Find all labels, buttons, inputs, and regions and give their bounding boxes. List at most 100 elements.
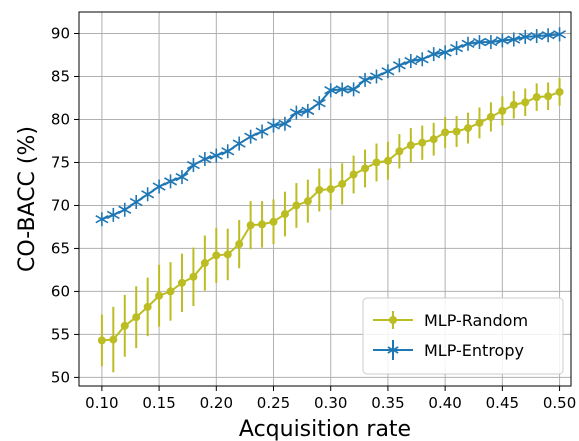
entropy-point-stroke	[404, 56, 418, 66]
random-point	[223, 250, 232, 259]
entropy-point	[198, 152, 212, 167]
legend-entropy-label: MLP-Entropy	[424, 341, 524, 360]
x-tick-label: 0.50	[543, 394, 576, 412]
x-tick-label: 0.35	[371, 394, 404, 412]
entropy-point-stroke	[347, 85, 361, 94]
entropy-point	[335, 82, 349, 97]
random-point	[155, 291, 164, 300]
entropy-point-stroke	[186, 160, 200, 170]
legend: MLP-Random MLP-Entropy	[362, 297, 564, 375]
entropy-point	[232, 136, 246, 151]
y-tick-label: 85	[51, 67, 70, 85]
random-point	[235, 240, 244, 249]
random-point	[303, 197, 312, 206]
random-point	[212, 251, 221, 260]
random-point	[97, 336, 106, 345]
entropy-point-stroke	[358, 75, 372, 85]
entropy-point	[118, 202, 132, 217]
x-tick-label: 0.20	[200, 394, 233, 412]
series-random	[97, 78, 564, 373]
x-axis-title: Acquisition rate	[239, 417, 411, 441]
random-point	[109, 335, 118, 344]
random-point	[441, 128, 450, 137]
entropy-point-stroke	[198, 154, 212, 164]
y-tick-label: 50	[51, 368, 70, 386]
entropy-point-stroke	[507, 35, 521, 44]
x-tick-label: 0.25	[257, 394, 290, 412]
entropy-point	[415, 52, 429, 67]
entropy-point	[553, 27, 567, 42]
entropy-point	[427, 47, 441, 62]
entropy-point	[381, 64, 395, 79]
entropy-point	[358, 72, 372, 87]
entropy-point-stroke	[484, 37, 498, 47]
random-point	[189, 272, 198, 281]
entropy-point	[438, 45, 452, 60]
x-tick-label: 0.15	[142, 394, 175, 412]
random-point	[509, 100, 518, 109]
random-point	[326, 185, 335, 194]
entropy-point-stroke	[164, 177, 178, 186]
random-point	[452, 127, 461, 136]
entropy-point-stroke	[541, 31, 555, 40]
random-point	[361, 164, 370, 173]
random-point	[143, 302, 152, 311]
entropy-point	[530, 29, 544, 44]
y-tick-label: 60	[51, 282, 70, 300]
x-ticks: 0.10 0.15 0.20 0.25 0.30 0.35 0.40 0.45 0.50	[85, 386, 576, 412]
entropy-point-stroke	[553, 30, 567, 39]
random-point	[372, 158, 381, 167]
random-point	[544, 92, 553, 101]
random-point	[166, 287, 175, 296]
entropy-point-stroke	[427, 49, 441, 59]
random-point	[555, 87, 564, 96]
entropy-point-stroke	[450, 43, 464, 53]
entropy-point	[369, 69, 383, 84]
y-ticks: 50 55 60 65 70 75 80 85 90	[51, 24, 79, 386]
entropy-point	[450, 41, 464, 56]
x-tick-label: 0.40	[428, 394, 461, 412]
entropy-point	[541, 28, 555, 43]
random-point	[486, 112, 495, 121]
entropy-point-stroke	[530, 31, 544, 41]
entropy-point	[221, 144, 235, 159]
entropy-point-stroke	[461, 39, 475, 49]
entropy-point-stroke	[232, 139, 246, 148]
random-point	[464, 124, 473, 133]
legend-random-marker	[389, 316, 397, 324]
random-point	[246, 221, 255, 230]
random-point	[383, 156, 392, 165]
entropy-point-stroke	[106, 210, 120, 220]
entropy-point	[289, 105, 303, 120]
random-point	[269, 217, 278, 226]
y-tick-label: 70	[51, 196, 70, 214]
entropy-point	[472, 35, 486, 50]
x-tick-label: 0.10	[85, 394, 118, 412]
entropy-point	[141, 187, 155, 202]
plot-frame	[78, 11, 572, 387]
entropy-point-stroke	[118, 205, 132, 214]
entropy-point-stroke	[267, 121, 281, 130]
random-point	[395, 147, 404, 156]
y-tick-label: 55	[51, 325, 70, 343]
entropy-point	[518, 29, 532, 44]
random-point	[292, 201, 301, 210]
entropy-point	[278, 116, 292, 131]
random-point	[315, 185, 324, 194]
random-point	[429, 135, 438, 144]
random-point	[200, 259, 209, 268]
entropy-point	[312, 96, 326, 111]
entropy-point	[244, 129, 258, 144]
x-tick-label: 0.30	[314, 394, 347, 412]
entropy-point-stroke	[495, 36, 509, 45]
entropy-point	[392, 58, 406, 73]
entropy-point-stroke	[95, 215, 109, 224]
entropy-point	[404, 54, 418, 69]
random-point	[338, 179, 347, 188]
random-point	[521, 98, 530, 107]
entropy-point-stroke	[209, 151, 223, 160]
entropy-point	[186, 158, 200, 173]
entropy-point	[495, 33, 509, 48]
entropy-point-stroke	[518, 32, 532, 42]
legend-random-label: MLP-Random	[424, 311, 528, 330]
